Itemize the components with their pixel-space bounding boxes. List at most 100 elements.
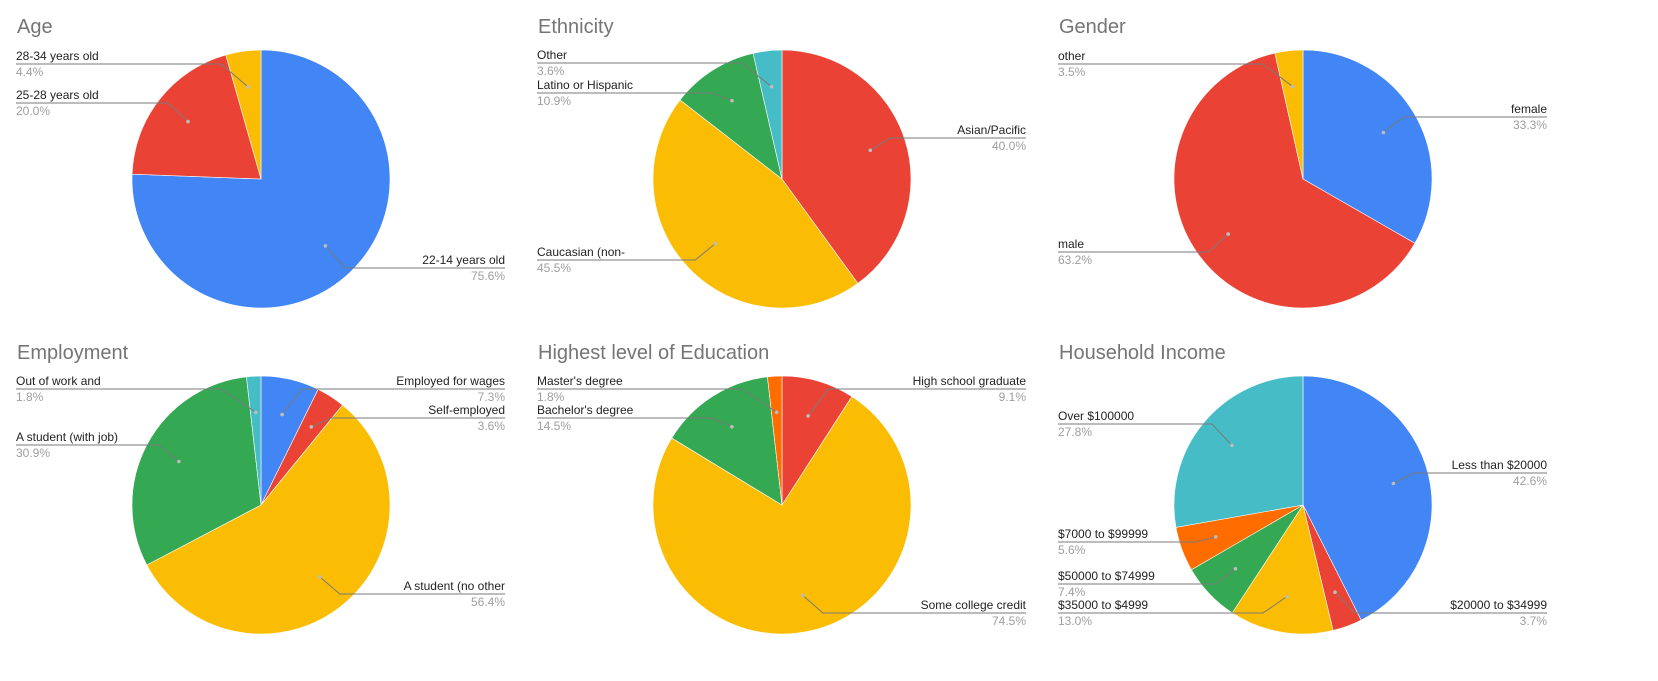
leader-dot	[1226, 232, 1230, 236]
chart-panel-gender: Gender female 33.3% male 63.2% other 3.5%	[1042, 0, 1582, 340]
leader-line	[1334, 591, 1547, 614]
slice-percent: 40.0%	[992, 139, 1026, 153]
leader-dot	[1333, 590, 1337, 594]
slice-percent: 56.4%	[471, 595, 505, 609]
leader-dot	[1391, 481, 1396, 486]
slice-label: female	[1511, 102, 1547, 116]
pie-slices	[1173, 49, 1433, 309]
leader-dot	[868, 148, 873, 153]
leader-line	[16, 388, 257, 413]
slice-label: Other	[537, 48, 567, 62]
slice-percent: 14.5%	[537, 419, 571, 433]
pie-slice	[679, 52, 783, 180]
leader-dot	[1230, 443, 1234, 448]
leader-line	[1058, 233, 1229, 253]
leader-dot	[177, 459, 181, 464]
chart-panel-education: Highest level of Education High school g…	[521, 326, 1061, 666]
slice-percent: 33.3%	[1513, 118, 1547, 132]
slice-label: $7000 to $99999	[1058, 527, 1148, 541]
slice-percent: 75.6%	[471, 269, 505, 283]
slice-percent: 13.0%	[1058, 614, 1092, 628]
leader-line	[16, 102, 189, 122]
slice-label: male	[1058, 237, 1084, 251]
chart-title: Highest level of Education	[538, 342, 770, 364]
chart-panel-age: Age 22-14 years old 75.6% 25-28 years old 2…	[0, 0, 540, 340]
slice-percent: 9.1%	[999, 390, 1027, 404]
pie-slice	[146, 404, 391, 635]
pie-labels: Employed for wages 7.3%Self-employed 3.6% A…	[16, 374, 505, 609]
slice-percent: 74.5%	[992, 614, 1026, 628]
slice-percent: 63.2%	[1058, 253, 1092, 267]
chart-panel-income: Household Income Less than $20000 42.6% $2…	[1042, 326, 1582, 666]
pie-slice	[1302, 375, 1433, 621]
pie-labels: Asian/Pacific 40.0% Caucasian (non- 45.5% La…	[537, 48, 1026, 275]
slice-label: Caucasian (non-	[537, 245, 625, 259]
pie-slice	[1173, 52, 1416, 309]
leader-line	[16, 63, 249, 88]
leader-line	[325, 245, 505, 269]
pie-chart-employment: Employed for wages 7.3%Self-employed 3.6% A…	[16, 374, 505, 635]
pie-labels: female 33.3% male 63.2% other 3.5%	[1058, 49, 1547, 267]
leader-line	[281, 388, 505, 415]
pie-slice	[1274, 49, 1304, 180]
slice-label: A student (with job)	[16, 430, 118, 444]
pie-slice	[752, 49, 783, 180]
leader-dot	[1285, 594, 1289, 599]
leader-line	[807, 388, 1026, 417]
slice-label: 25-28 years old	[16, 88, 99, 102]
pie-slice	[671, 376, 783, 506]
pie-slice	[652, 99, 859, 309]
leader-dot	[186, 119, 190, 124]
pie-slices	[652, 49, 912, 309]
pie-slices	[131, 49, 391, 309]
slice-label: A student (no other	[404, 579, 505, 593]
slice-label: Over $100000	[1058, 409, 1134, 423]
slice-label: Employed for wages	[396, 374, 505, 388]
slice-label: Less than $20000	[1452, 458, 1548, 472]
leader-line	[537, 388, 777, 413]
leader-dot	[713, 241, 718, 246]
slice-percent: 1.8%	[537, 390, 565, 404]
leader-dot	[1381, 130, 1386, 135]
slice-label: 28-34 years old	[16, 49, 99, 63]
pie-chart-gender: female 33.3% male 63.2% other 3.5%	[1058, 49, 1547, 309]
slice-label: Master's degree	[537, 374, 623, 388]
pie-labels: Less than $20000 42.6% $20000 to $34999 3.7…	[1058, 409, 1547, 628]
slice-label: 22-14 years old	[422, 253, 505, 267]
slice-label: Asian/Pacific	[957, 123, 1026, 137]
leader-dot	[801, 593, 805, 598]
slice-percent: 3.7%	[1520, 614, 1548, 628]
leader-dot	[1233, 567, 1238, 571]
pie-slices	[652, 375, 912, 635]
leader-dot	[1291, 84, 1295, 89]
pie-chart-age: 22-14 years old 75.6% 25-28 years old 20.0%…	[16, 49, 505, 309]
slice-label: Self-employed	[428, 403, 505, 417]
pie-chart-ethnicity: Asian/Pacific 40.0% Caucasian (non- 45.5% La…	[537, 48, 1026, 309]
leader-line	[1058, 596, 1288, 614]
leader-dot	[730, 425, 734, 429]
leader-dot	[806, 414, 810, 418]
leader-line	[16, 444, 180, 462]
leader-line	[1393, 472, 1547, 484]
slice-label: Latino or Hispanic	[537, 78, 633, 92]
leader-line	[311, 417, 505, 428]
pie-chart-income: Less than $20000 42.6% $20000 to $34999 3.7…	[1058, 375, 1547, 635]
leader-line	[870, 137, 1026, 151]
leader-line	[1383, 116, 1547, 133]
slice-label: other	[1058, 49, 1085, 63]
leader-line	[537, 417, 733, 428]
leader-dot	[730, 98, 734, 103]
leader-dot	[309, 425, 314, 429]
pie-slices	[131, 375, 391, 635]
slice-label: Bachelor's degree	[537, 403, 634, 417]
chart-panel-ethnicity: Ethnicity Asian/Pacific 40.0% Caucasian (n…	[521, 0, 1061, 340]
leader-dot	[254, 410, 258, 415]
leader-line	[537, 92, 733, 102]
pie-chart-education: High school graduate 9.1% Some college cre…	[537, 374, 1027, 635]
slice-percent: 27.8%	[1058, 425, 1092, 439]
leader-dot	[774, 410, 779, 415]
slice-label: High school graduate	[913, 374, 1027, 388]
slice-percent: 42.6%	[1513, 474, 1547, 488]
leader-line	[1058, 423, 1233, 446]
slice-label: $20000 to $34999	[1450, 598, 1547, 612]
